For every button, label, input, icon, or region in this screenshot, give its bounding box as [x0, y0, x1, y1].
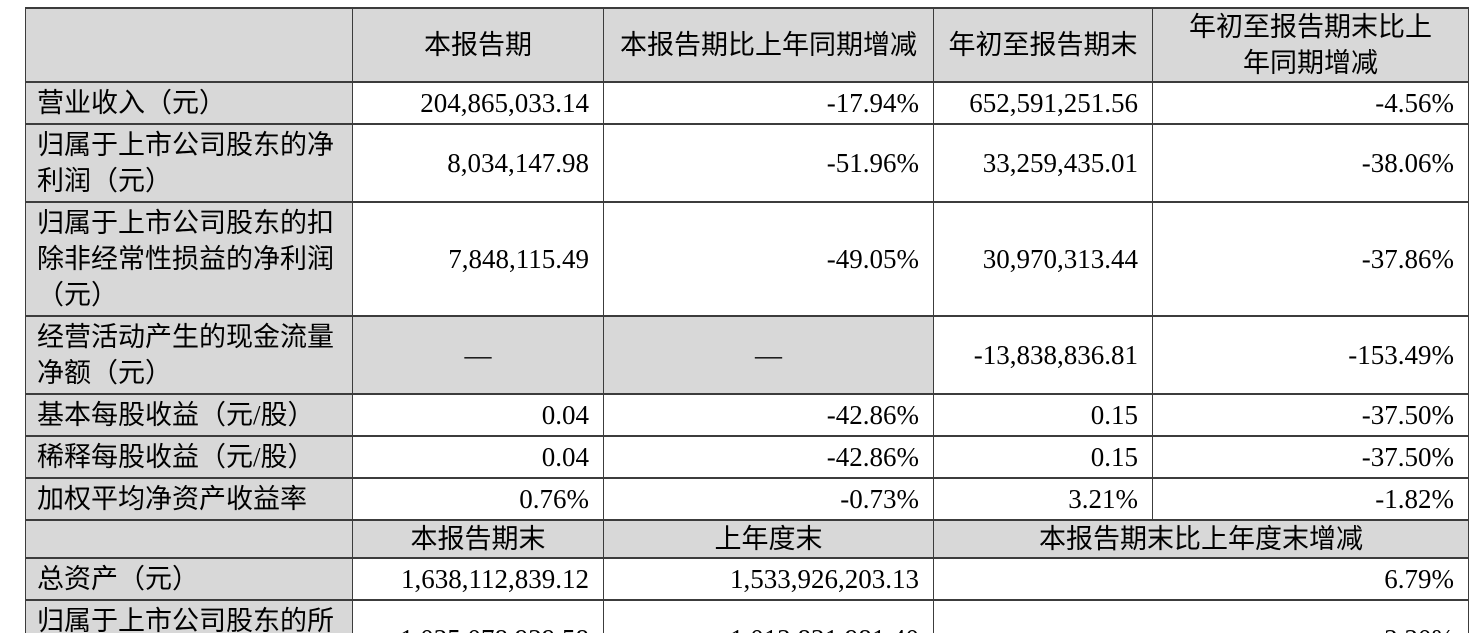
- row-weighted-avg-roe: 加权平均净资产收益率 0.76% -0.73% 3.21% -1.82%: [25, 477, 1469, 521]
- cell-operating-revenue-ytd: 652,591,251.56: [933, 81, 1153, 125]
- cell-net-profit-excl-ytd-yoy: -37.86%: [1152, 201, 1469, 317]
- cell-operating-revenue-current: 204,865,033.14: [352, 81, 604, 125]
- cell-weighted-avg-roe-ytd: 3.21%: [933, 477, 1153, 521]
- table-subheader-row: 本报告期末 上年度末 本报告期末比上年度末增减: [25, 519, 1469, 559]
- cell-diluted-eps-ytd-yoy: -37.50%: [1152, 435, 1469, 479]
- row-label-weighted-avg-roe: 加权平均净资产收益率: [25, 477, 353, 521]
- subheader-blank-cell: [25, 519, 353, 559]
- cell-total-assets-change: 6.79%: [933, 557, 1469, 601]
- cell-net-profit-excl-ytd: 30,970,313.44: [933, 201, 1153, 317]
- cell-total-assets-prev: 1,533,926,203.13: [603, 557, 934, 601]
- row-total-assets: 总资产（元） 1,638,112,839.12 1,533,926,203.13…: [25, 557, 1469, 601]
- cell-operating-revenue-yoy: -17.94%: [603, 81, 934, 125]
- row-shareholders-equity: 归属于上市公司股东的所有者权益（元） 1,035,078,939.58 1,01…: [25, 599, 1469, 633]
- header-ytd-yoy: 年初至报告期末比上 年同期增减: [1152, 7, 1469, 83]
- row-label-operating-cash-flow: 经营活动产生的现金流量净额（元）: [25, 315, 353, 395]
- cell-shareholders-equity-change: 2.20%: [933, 599, 1469, 633]
- row-net-profit: 归属于上市公司股东的净利润（元） 8,034,147.98 -51.96% 33…: [25, 123, 1469, 203]
- row-label-net-profit: 归属于上市公司股东的净利润（元）: [25, 123, 353, 203]
- subheader-end-of-prev-year: 上年度末: [603, 519, 934, 559]
- cell-shareholders-equity-prev: 1,012,831,981.40: [603, 599, 934, 633]
- cell-operating-cash-flow-yoy: —: [603, 315, 934, 395]
- row-label-total-assets: 总资产（元）: [25, 557, 353, 601]
- cell-shareholders-equity-end: 1,035,078,939.58: [352, 599, 604, 633]
- cell-operating-revenue-ytd-yoy: -4.56%: [1152, 81, 1469, 125]
- header-current-period-yoy: 本报告期比上年同期增减: [603, 7, 934, 83]
- cell-net-profit-ytd-yoy: -38.06%: [1152, 123, 1469, 203]
- financial-summary-table: 本报告期 本报告期比上年同期增减 年初至报告期末 年初至报告期末比上 年同期增减…: [25, 7, 1469, 633]
- header-ytd: 年初至报告期末: [933, 7, 1153, 83]
- subheader-end-of-period: 本报告期末: [352, 519, 604, 559]
- header-current-period: 本报告期: [352, 7, 604, 83]
- row-diluted-eps: 稀释每股收益（元/股） 0.04 -42.86% 0.15 -37.50%: [25, 435, 1469, 479]
- cell-net-profit-yoy: -51.96%: [603, 123, 934, 203]
- cell-net-profit-excl-yoy: -49.05%: [603, 201, 934, 317]
- cell-operating-cash-flow-ytd-yoy: -153.49%: [1152, 315, 1469, 395]
- cell-operating-cash-flow-current: —: [352, 315, 604, 395]
- cell-net-profit-excl-current: 7,848,115.49: [352, 201, 604, 317]
- cell-diluted-eps-ytd: 0.15: [933, 435, 1153, 479]
- row-operating-cash-flow: 经营活动产生的现金流量净额（元） — — -13,838,836.81 -153…: [25, 315, 1469, 395]
- cell-net-profit-current: 8,034,147.98: [352, 123, 604, 203]
- cell-basic-eps-yoy: -42.86%: [603, 393, 934, 437]
- row-operating-revenue: 营业收入（元） 204,865,033.14 -17.94% 652,591,2…: [25, 81, 1469, 125]
- row-label-diluted-eps: 稀释每股收益（元/股）: [25, 435, 353, 479]
- cell-total-assets-end: 1,638,112,839.12: [352, 557, 604, 601]
- row-basic-eps: 基本每股收益（元/股） 0.04 -42.86% 0.15 -37.50%: [25, 393, 1469, 437]
- cell-weighted-avg-roe-yoy: -0.73%: [603, 477, 934, 521]
- cell-operating-cash-flow-ytd: -13,838,836.81: [933, 315, 1153, 395]
- row-label-shareholders-equity: 归属于上市公司股东的所有者权益（元）: [25, 599, 353, 633]
- row-label-basic-eps: 基本每股收益（元/股）: [25, 393, 353, 437]
- cell-basic-eps-ytd: 0.15: [933, 393, 1153, 437]
- table-header-row: 本报告期 本报告期比上年同期增减 年初至报告期末 年初至报告期末比上 年同期增减: [25, 7, 1469, 83]
- cell-weighted-avg-roe-ytd-yoy: -1.82%: [1152, 477, 1469, 521]
- header-blank-cell: [25, 7, 353, 83]
- cell-net-profit-ytd: 33,259,435.01: [933, 123, 1153, 203]
- cell-diluted-eps-yoy: -42.86%: [603, 435, 934, 479]
- cell-diluted-eps-current: 0.04: [352, 435, 604, 479]
- subheader-change: 本报告期末比上年度末增减: [933, 519, 1469, 559]
- cell-basic-eps-ytd-yoy: -37.50%: [1152, 393, 1469, 437]
- cell-basic-eps-current: 0.04: [352, 393, 604, 437]
- row-label-operating-revenue: 营业收入（元）: [25, 81, 353, 125]
- cell-weighted-avg-roe-current: 0.76%: [352, 477, 604, 521]
- row-label-net-profit-excl-nonrecurring: 归属于上市公司股东的扣除非经常性损益的净利润（元）: [25, 201, 353, 317]
- row-net-profit-excl-nonrecurring: 归属于上市公司股东的扣除非经常性损益的净利润（元） 7,848,115.49 -…: [25, 201, 1469, 317]
